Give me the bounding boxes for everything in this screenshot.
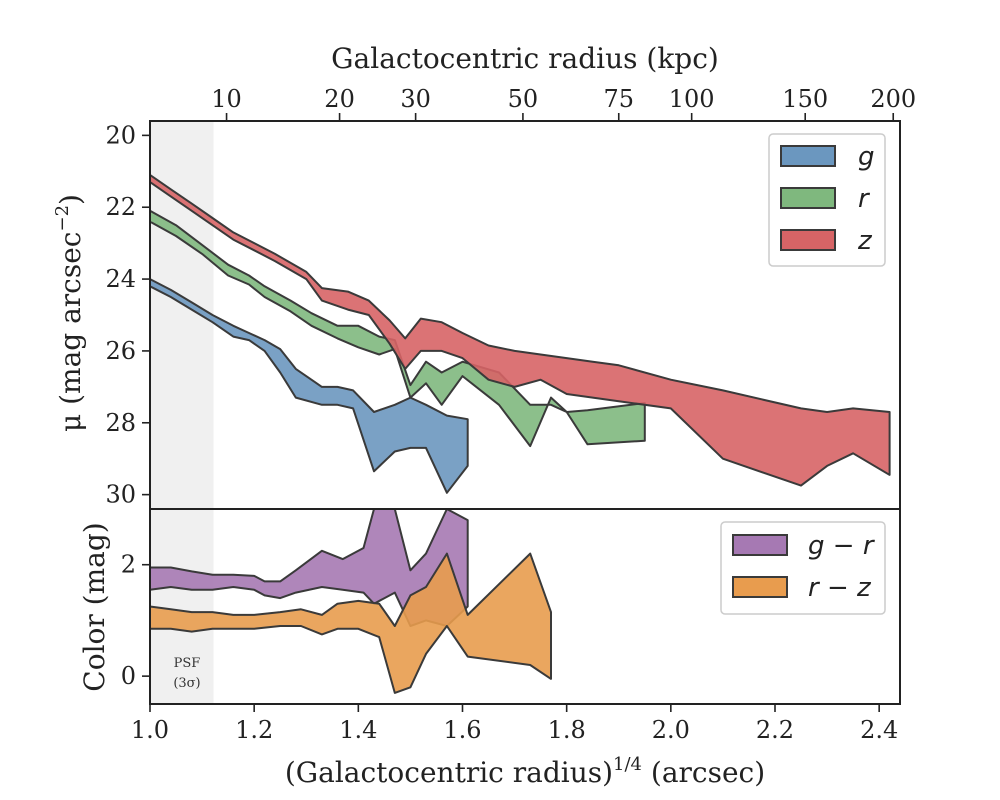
top-y-tick-label: 28 — [105, 409, 136, 437]
top-y-tick-label: 20 — [105, 121, 136, 149]
legend-swatch-color-1 — [732, 576, 788, 598]
series-g-band — [149, 278, 469, 494]
bottom-y-tick-label: 2 — [121, 551, 136, 579]
axis-ticks: 1.0 1.2 1.4 1.6 1.8 2.0 2.2 2.410 20 30 50 75 100 150… — [105, 85, 916, 744]
series-z-band — [149, 173, 891, 487]
psf-label-line2: (3σ) — [173, 676, 200, 691]
top-x-tick-label: 30 — [400, 85, 431, 113]
bottom-panel-frame — [149, 508, 901, 705]
x-tick-label: 2.2 — [756, 716, 794, 744]
top-y-tick-label: 24 — [105, 265, 136, 293]
legend-label-z: z — [857, 226, 873, 256]
top-x-tick-label: 20 — [324, 85, 355, 113]
x-tick-label: 1.0 — [131, 716, 169, 744]
x-tick-label: 1.2 — [235, 716, 273, 744]
legend-swatch-g — [780, 145, 836, 167]
x-axis-label-tail: (arcsec) — [642, 756, 765, 789]
x-axis-label-sup: 1/4 — [613, 754, 642, 775]
top-panel-series — [149, 173, 891, 494]
top-x-tick-label: 10 — [211, 85, 242, 113]
legend-swatch-z — [780, 229, 836, 251]
top-y-tick-label: 30 — [105, 481, 136, 509]
legend-label-r: r — [858, 184, 871, 214]
top-x-tick-label: 75 — [603, 85, 634, 113]
x-tick-label: 2.4 — [860, 716, 898, 744]
top-y-tick-label: 26 — [105, 337, 136, 365]
bottom-y-axis-label: Color (mag) — [78, 522, 111, 691]
x-axis-label: (Galactocentric radius)1/4 (arcsec) — [285, 754, 765, 789]
top-axis-label: Galactocentric radius (kpc) — [331, 42, 719, 75]
bottom-panel-series — [149, 508, 552, 694]
x-tick-label: 1.6 — [443, 716, 481, 744]
bottom-y-tick-label: 0 — [121, 662, 136, 690]
x-tick-label: 1.4 — [339, 716, 377, 744]
legend-label-g: g — [858, 142, 875, 172]
top-legend: grz — [768, 133, 886, 267]
top-x-tick-label: 200 — [870, 85, 916, 113]
series-r-band — [149, 209, 646, 448]
top-x-tick-label: 100 — [669, 85, 715, 113]
legend-label-color-0: g − r — [808, 531, 876, 561]
series-color-1-band — [149, 552, 552, 694]
bottom-legend: g − r r − z — [720, 521, 886, 615]
series-color-0-band — [149, 508, 469, 627]
top-y-tick-label: 22 — [105, 193, 136, 221]
psf-region-bottom — [150, 509, 214, 704]
top-x-tick-label: 50 — [508, 85, 539, 113]
x-axis-label-main: (Galactocentric radius) — [285, 756, 613, 789]
legend-swatch-r — [780, 187, 836, 209]
x-tick-label: 1.8 — [548, 716, 586, 744]
x-tick-label: 2.0 — [652, 716, 690, 744]
psf-label-line1: PSF — [174, 656, 201, 671]
top-x-tick-label: 150 — [782, 85, 828, 113]
top-y-axis-label: μ (mag arcsec−2) — [52, 194, 87, 432]
legend-swatch-color-0 — [732, 534, 788, 556]
legend-label-color-1: r − z — [808, 573, 872, 603]
